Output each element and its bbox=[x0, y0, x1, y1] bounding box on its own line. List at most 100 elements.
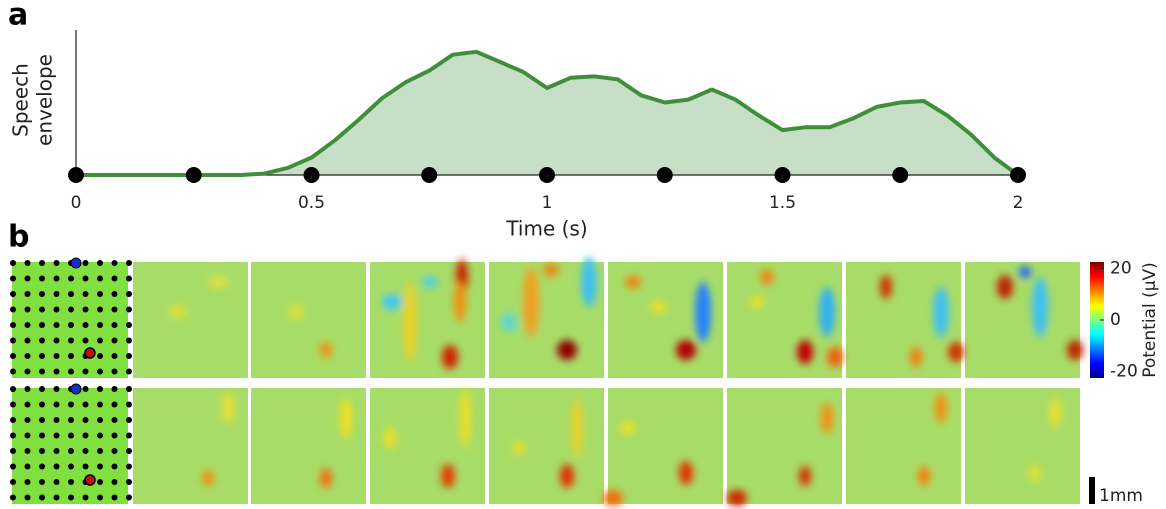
electrode bbox=[53, 479, 60, 485]
electrode bbox=[111, 463, 118, 470]
electrode bbox=[68, 353, 74, 359]
electrode bbox=[111, 260, 118, 266]
x-tick-label: 1 bbox=[542, 193, 553, 213]
electrode bbox=[111, 322, 118, 328]
electrode bbox=[111, 353, 118, 359]
x-axis-label: Time (s) bbox=[505, 217, 587, 241]
electrode bbox=[97, 432, 103, 439]
electrode bbox=[82, 337, 89, 344]
electrode bbox=[126, 291, 132, 297]
electrode bbox=[111, 306, 118, 313]
electrode bbox=[97, 479, 103, 485]
electrode bbox=[53, 306, 60, 313]
electrode bbox=[126, 275, 132, 282]
electrode bbox=[53, 386, 60, 392]
electrode bbox=[24, 260, 31, 266]
electrode bbox=[10, 291, 16, 297]
electrode bbox=[82, 401, 89, 408]
time-marker bbox=[185, 167, 202, 183]
electrode bbox=[39, 306, 45, 313]
electrode bbox=[97, 260, 103, 266]
electrode bbox=[68, 432, 74, 439]
electrode bbox=[39, 386, 45, 392]
electrode bbox=[24, 275, 31, 282]
electrode bbox=[82, 386, 89, 392]
colorbar-tick-label: 20 bbox=[1110, 258, 1132, 278]
electrode bbox=[111, 337, 118, 344]
electrode bbox=[10, 494, 16, 501]
scale-bar-label: 1mm bbox=[1099, 486, 1143, 506]
electrode bbox=[39, 448, 45, 454]
electrode bbox=[111, 368, 118, 375]
electrode bbox=[39, 353, 45, 359]
colorbar-ticks: -20 0 20 bbox=[1100, 258, 1138, 382]
electrode bbox=[126, 432, 132, 439]
electrode bbox=[10, 322, 16, 328]
electrode bbox=[10, 275, 16, 282]
electrode bbox=[111, 291, 118, 297]
electrode bbox=[126, 479, 132, 485]
electrode bbox=[82, 260, 89, 266]
electrode bbox=[10, 337, 16, 344]
electrode bbox=[68, 448, 74, 454]
electrode bbox=[39, 432, 45, 439]
electrode bbox=[39, 275, 45, 282]
electrode bbox=[68, 463, 74, 470]
electrode bbox=[68, 291, 74, 297]
electrode bbox=[24, 448, 31, 454]
electrode bbox=[39, 401, 45, 408]
electrode bbox=[39, 479, 45, 485]
electrode bbox=[97, 463, 103, 470]
electrode bbox=[24, 417, 31, 423]
electrode bbox=[39, 463, 45, 470]
electrode bbox=[82, 275, 89, 282]
electrode bbox=[53, 463, 60, 470]
electrode bbox=[68, 306, 74, 313]
electrode bbox=[126, 337, 132, 344]
electrode bbox=[126, 448, 132, 454]
electrode bbox=[111, 448, 118, 454]
time-marker bbox=[421, 167, 438, 183]
electrode bbox=[24, 368, 31, 375]
electrode bbox=[39, 291, 45, 297]
electrode bbox=[53, 337, 60, 344]
electrode bbox=[126, 353, 132, 359]
electrode bbox=[97, 337, 103, 344]
electrode bbox=[10, 463, 16, 470]
electrode bbox=[126, 386, 132, 392]
electrode bbox=[82, 417, 89, 423]
electrode bbox=[39, 337, 45, 344]
electrode bbox=[97, 448, 103, 454]
electrode bbox=[126, 494, 132, 501]
electrode bbox=[24, 432, 31, 439]
electrode bbox=[53, 417, 60, 423]
electrode bbox=[82, 291, 89, 297]
electrode bbox=[24, 353, 31, 359]
time-marker bbox=[656, 167, 673, 183]
x-tick-label: 0 bbox=[71, 193, 82, 213]
electrode bbox=[53, 494, 60, 501]
electrode bbox=[24, 463, 31, 470]
electrode bbox=[68, 479, 74, 485]
electrode bbox=[68, 275, 74, 282]
electrode bbox=[24, 306, 31, 313]
electrode bbox=[53, 368, 60, 375]
electrode bbox=[97, 275, 103, 282]
electrode bbox=[68, 494, 74, 501]
electrode bbox=[97, 353, 103, 359]
electrode bbox=[10, 353, 16, 359]
electrode bbox=[97, 401, 103, 408]
electrode bbox=[53, 401, 60, 408]
electrode bbox=[126, 368, 132, 375]
electrode bbox=[111, 494, 118, 501]
electrode bbox=[97, 306, 103, 313]
electrode bbox=[24, 386, 31, 392]
electrode bbox=[97, 386, 103, 392]
colorbar-tick-label: -20 bbox=[1110, 362, 1138, 382]
electrode bbox=[97, 417, 103, 423]
electrode bbox=[68, 322, 74, 328]
electrode bbox=[53, 260, 60, 266]
electrode bbox=[82, 463, 89, 470]
electrode bbox=[97, 291, 103, 297]
electrode bbox=[53, 448, 60, 454]
